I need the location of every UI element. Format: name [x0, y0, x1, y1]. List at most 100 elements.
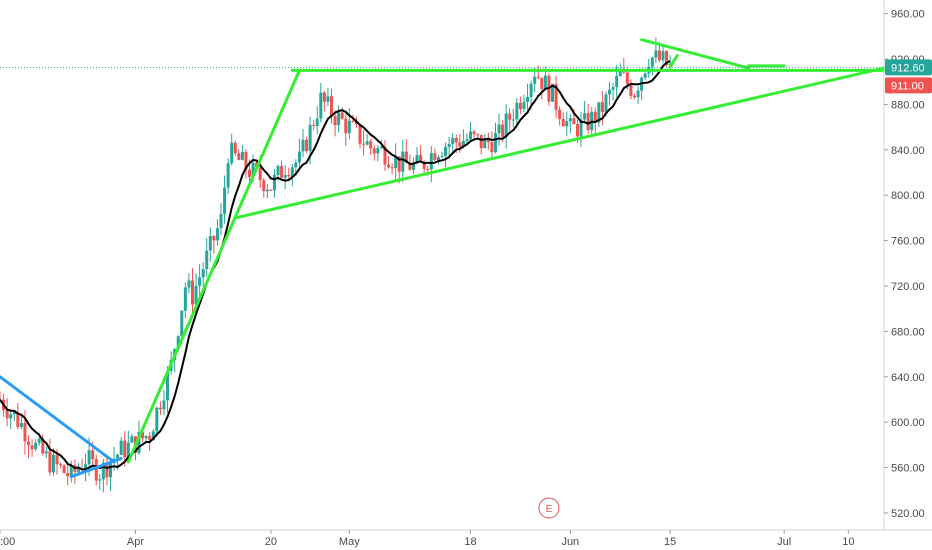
candle-body — [308, 124, 312, 152]
trendlines-layer[interactable] — [0, 38, 886, 479]
candle-body — [244, 151, 248, 170]
candle-body — [561, 119, 565, 127]
candle-body — [294, 162, 298, 168]
candle-body — [337, 112, 341, 126]
candle-body — [23, 422, 27, 442]
candle-body — [404, 151, 408, 163]
candle-body — [297, 151, 301, 163]
candle-body — [123, 440, 127, 458]
earnings-event-marker[interactable] — [538, 497, 560, 519]
candle-body — [151, 431, 155, 441]
candle-body — [572, 118, 576, 125]
y-tick-label: 520.00 — [891, 508, 925, 520]
candle-body — [575, 124, 579, 137]
candle-body — [12, 412, 16, 415]
candle-body — [5, 410, 9, 419]
x-tick-label: 18 — [464, 536, 476, 548]
candle-body — [230, 142, 234, 164]
candle-body — [426, 168, 430, 170]
y-tick-label: 600.00 — [891, 417, 925, 429]
candle-body — [176, 336, 180, 350]
candle-body — [422, 162, 426, 169]
candle-body — [511, 119, 515, 121]
candle-body — [148, 436, 152, 441]
candle-body — [66, 472, 70, 477]
candle-body — [280, 165, 284, 178]
candle-body — [444, 146, 448, 157]
candle-body — [166, 370, 170, 401]
y-tick-label: 680.00 — [891, 326, 925, 338]
candle-body — [126, 442, 130, 458]
candle-body — [497, 124, 501, 134]
candle-body — [326, 96, 330, 102]
candle-body — [379, 146, 383, 149]
candle-body — [540, 77, 544, 90]
x-tick-label: 15 — [664, 536, 676, 548]
trendline-march-low[interactable] — [69, 457, 123, 479]
candle-body — [415, 155, 419, 163]
candle-body — [240, 151, 244, 160]
candle-body — [551, 83, 554, 102]
candle-body — [287, 175, 291, 177]
candle-body — [401, 151, 405, 172]
candle-body — [657, 50, 661, 61]
candle-body — [59, 464, 63, 466]
candle-body — [87, 450, 91, 465]
candle-body — [19, 422, 23, 427]
candle-body — [219, 213, 223, 229]
candle-body — [201, 269, 205, 278]
x-tick-label: Apr — [127, 536, 144, 548]
candle-body — [625, 72, 629, 85]
candle-body — [490, 142, 494, 153]
candle-body — [347, 120, 351, 134]
candle-body — [27, 441, 31, 446]
candle-body — [37, 438, 41, 443]
candle-body — [137, 432, 141, 454]
candle-body — [340, 112, 344, 119]
candle-body — [526, 96, 530, 102]
x-tick-label: 20 — [265, 536, 277, 548]
trendline-pennant-bottom[interactable] — [668, 54, 679, 69]
candle-body — [101, 462, 105, 480]
candle-body — [322, 92, 326, 102]
trendline-impulse[interactable] — [126, 68, 301, 464]
candle-body — [84, 464, 88, 470]
candle-body — [119, 440, 123, 455]
secondary-price-tag-text: 911.00 — [891, 80, 924, 92]
candle-body — [433, 153, 437, 161]
candle-body — [248, 169, 252, 177]
candle-body — [654, 50, 658, 58]
candle-body — [461, 140, 465, 147]
x-tick-label: :00 — [0, 536, 15, 548]
candle-body — [515, 102, 519, 120]
candle-body — [194, 285, 198, 305]
candle-body — [451, 137, 455, 144]
candle-body — [226, 163, 230, 188]
trendline-support[interactable] — [233, 66, 886, 220]
candle-body — [536, 76, 540, 78]
candle-body — [330, 96, 333, 116]
candle-body — [365, 141, 369, 145]
events-layer[interactable]: E — [538, 497, 560, 519]
candle-body — [69, 465, 73, 477]
candle-body — [130, 436, 134, 443]
candle-body — [155, 407, 159, 432]
candle-body — [262, 180, 266, 192]
x-tick-label: 10 — [842, 536, 854, 548]
candle-body — [604, 94, 608, 112]
candle-body — [586, 113, 590, 131]
candle-body — [447, 143, 451, 147]
candle-body — [265, 189, 269, 192]
candle-body — [162, 400, 166, 410]
trendline-pennant-top[interactable] — [640, 38, 751, 70]
time-axis[interactable]: :00 Apr 20 May 18 Jun 15 Jul 10 — [0, 530, 854, 548]
candle-body — [215, 228, 219, 241]
candle-body — [344, 118, 348, 134]
candle-body — [472, 131, 476, 135]
candle-body — [16, 412, 20, 427]
trendline-march-drop[interactable] — [0, 375, 116, 464]
candle-body — [397, 156, 401, 172]
candle-body — [369, 141, 373, 149]
candle-body — [44, 451, 48, 454]
